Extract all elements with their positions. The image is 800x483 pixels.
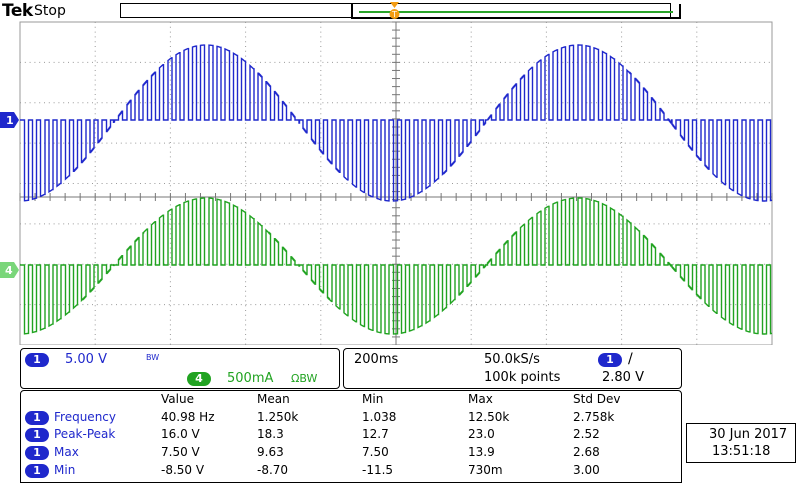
trigger-position-icon[interactable]: T xyxy=(389,2,400,20)
meas-value: -8.50 V xyxy=(161,463,205,477)
trigger-marker-label: T xyxy=(391,10,397,19)
ch4-marker[interactable]: 4 xyxy=(0,262,19,278)
meas-std: 2.758k xyxy=(573,410,615,424)
trigger-slope-icon: / xyxy=(628,351,633,367)
meas-mean: 9.63 xyxy=(257,445,284,459)
table-row[interactable]: 1 Max 7.50 V 9.63 7.50 13.9 2.68 xyxy=(21,445,681,462)
ch4-marker-label: 4 xyxy=(5,264,13,277)
horizontal-trigger-panel: 200ms 50.0kS/s 100k points 1 / 2.80 V xyxy=(343,348,682,389)
meas-min: -11.5 xyxy=(362,463,394,477)
ch4-scale: 500mA xyxy=(227,371,274,386)
ch4-badge[interactable]: 4 xyxy=(187,372,211,386)
datetime-box: 30 Jun 2017 13:51:18 xyxy=(686,423,796,463)
table-row[interactable]: 1 Peak-Peak 16.0 V 18.3 12.7 23.0 2.52 xyxy=(21,427,681,444)
meas-std: 2.68 xyxy=(573,445,600,459)
col-value: Value xyxy=(161,392,194,406)
trigger-level: 2.80 V xyxy=(602,370,644,385)
top-status-bar: Tek Stop T xyxy=(0,0,800,22)
scope-display: 1 4 xyxy=(0,21,773,345)
meas-max: 13.9 xyxy=(468,445,495,459)
col-max: Max xyxy=(468,392,493,406)
sample-rate: 50.0kS/s xyxy=(484,352,540,367)
record-length: 100k points xyxy=(484,370,561,385)
ch1-scale: 5.00 V xyxy=(65,352,107,367)
trigger-source-badge[interactable]: 1 xyxy=(598,353,622,367)
row-channel-badge: 1 xyxy=(25,428,49,442)
ch1-bw-limit: BW xyxy=(146,353,160,362)
meas-name: Max xyxy=(54,445,79,459)
ch4-coupling: ΩBW xyxy=(291,372,318,385)
brand-logo: Tek xyxy=(2,1,33,21)
row-channel-badge: 1 xyxy=(25,411,49,425)
timebase: 200ms xyxy=(354,352,399,367)
table-row[interactable]: 1 Min -8.50 V -8.70 -11.5 730m 3.00 xyxy=(21,463,681,480)
ch1-badge[interactable]: 1 xyxy=(25,353,49,367)
meas-min: 1.038 xyxy=(362,410,397,424)
meas-max: 23.0 xyxy=(468,427,495,441)
meas-mean: -8.70 xyxy=(257,463,289,477)
col-std-dev: Std Dev xyxy=(573,392,621,406)
col-min: Min xyxy=(362,392,384,406)
row-channel-badge: 1 xyxy=(25,464,49,478)
meas-std: 3.00 xyxy=(573,463,600,477)
acquisition-state: Stop xyxy=(34,3,66,19)
time: 13:51:18 xyxy=(712,444,771,459)
meas-value: 40.98 Hz xyxy=(161,410,215,424)
col-mean: Mean xyxy=(257,392,290,406)
meas-min: 7.50 xyxy=(362,445,389,459)
meas-std: 2.52 xyxy=(573,427,600,441)
table-row[interactable]: 1 Frequency 40.98 Hz 1.250k 1.038 12.50k… xyxy=(21,410,681,427)
ch1-marker[interactable]: 1 xyxy=(0,112,19,128)
ch1-marker-label: 1 xyxy=(6,114,14,127)
date: 30 Jun 2017 xyxy=(709,427,788,442)
meas-mean: 1.250k xyxy=(257,410,299,424)
meas-name: Peak-Peak xyxy=(54,427,116,441)
meas-max: 12.50k xyxy=(468,410,510,424)
ch1-waveform xyxy=(20,44,773,202)
record-view-window xyxy=(351,4,681,19)
meas-value: 7.50 V xyxy=(161,445,200,459)
row-channel-badge: 1 xyxy=(25,446,49,460)
meas-value: 16.0 V xyxy=(161,427,200,441)
meas-min: 12.7 xyxy=(362,427,389,441)
measurements-panel: Value Mean Min Max Std Dev 1 Frequency 4… xyxy=(20,390,682,483)
meas-name: Min xyxy=(54,463,76,477)
vertical-settings-panel: 1 5.00 V BW 4 500mA ΩBW xyxy=(20,348,340,389)
meas-max: 730m xyxy=(468,463,503,477)
ch4-waveform xyxy=(20,197,773,335)
meas-name: Frequency xyxy=(54,410,116,424)
meas-mean: 18.3 xyxy=(257,427,284,441)
graticule-grid xyxy=(19,21,773,345)
